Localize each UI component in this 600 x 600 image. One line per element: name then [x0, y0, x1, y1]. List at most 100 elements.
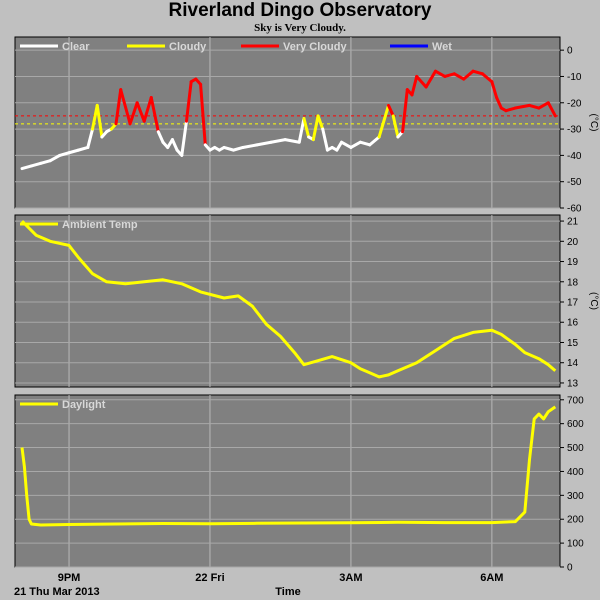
sky-temp-segment	[231, 145, 245, 152]
sky-temp-segment	[269, 138, 287, 144]
legend-label: Very Cloudy	[283, 41, 347, 53]
legend-label: Cloudy	[169, 41, 207, 53]
sky-temp-segment	[114, 88, 123, 126]
legend-label: Clear	[62, 41, 90, 53]
date-label: 21 Thu Mar 2013	[14, 586, 100, 598]
y-tick-label: 500	[567, 443, 584, 454]
sky-temp-segment	[156, 130, 165, 144]
sky-temp-segment	[340, 140, 353, 149]
sky-temp-segment	[387, 103, 395, 118]
sky-temp-segment	[86, 127, 95, 149]
sky-temp-segment	[462, 69, 475, 81]
x-tick-label: 3AM	[339, 572, 362, 584]
sky-temp-segment	[58, 151, 71, 157]
y-tick-label: 17	[567, 298, 579, 309]
sky-temp-segment	[335, 140, 344, 152]
sky-temp-segment	[321, 127, 329, 152]
sky-temp-segment	[471, 69, 484, 76]
y-tick-label: 100	[567, 539, 584, 550]
sky-temp-segment	[537, 101, 550, 110]
sky-temp-segment	[368, 135, 381, 147]
sky-temp-segment	[490, 80, 499, 100]
chart-title: Riverland Dingo Observatory	[168, 0, 432, 21]
sky-temp-segment	[297, 117, 306, 144]
sky-temp-segment	[283, 138, 301, 144]
sky-temp-segment	[527, 103, 541, 110]
y-tick-label: 15	[567, 338, 579, 349]
y-tick-label: 16	[567, 318, 579, 329]
sky-temp-segment	[302, 117, 311, 139]
y-tick-label: 0	[567, 46, 573, 57]
sky-temp-segment	[410, 74, 419, 97]
ambient-series-line	[20, 220, 557, 379]
sky-temp-segment	[433, 69, 447, 78]
sky-temp-segment	[495, 96, 503, 110]
sky-temp-segment	[170, 138, 179, 152]
y-tick-label: 0	[567, 563, 573, 574]
sky-temp-segment	[20, 164, 33, 171]
sky-temp-segment	[29, 161, 43, 168]
sky-temp-segment	[180, 119, 188, 157]
y-tick-label: 20	[567, 237, 579, 248]
sky-temp-segment	[546, 101, 557, 118]
legend-label: Daylight	[62, 399, 106, 411]
sky-temp-segment	[480, 72, 494, 84]
y-tick-label: 700	[567, 395, 584, 406]
y-tick-label: -20	[567, 98, 582, 109]
sky-temp-segment	[199, 82, 207, 147]
sky-temp-segment	[67, 148, 80, 155]
sky-temp-segment	[311, 114, 320, 142]
sky-temp-segment	[443, 72, 456, 78]
sky-temp-segment	[349, 140, 362, 149]
y-tick-label: 13	[567, 378, 579, 389]
panel-background	[14, 36, 561, 209]
sky-temp-segment	[316, 114, 325, 131]
sky-temp-segment	[39, 159, 52, 165]
sky-temp-segment	[513, 103, 531, 110]
sky-temp-segment	[401, 88, 409, 134]
x-axis-label: Time	[275, 586, 300, 598]
sky-temp-segment	[135, 101, 146, 123]
y-tick-label: 18	[567, 277, 579, 288]
panel-background	[14, 394, 561, 568]
sky-temp-segment	[241, 143, 259, 149]
y-tick-label: -40	[567, 151, 582, 162]
y-tick-label: 600	[567, 419, 584, 430]
y-axis-label: (°C)	[588, 114, 599, 132]
y-tick-label: 300	[567, 491, 584, 502]
y-tick-label: -60	[567, 204, 582, 215]
sky-temp-segment	[48, 153, 62, 163]
sky-temp-segment	[95, 103, 104, 139]
legend-label: Ambient Temp	[62, 219, 138, 231]
y-tick-label: 21	[567, 217, 579, 228]
y-tick-label: 400	[567, 467, 584, 478]
panel-sky	[14, 36, 561, 209]
y-tick-label: 14	[567, 358, 579, 369]
panel-background	[14, 214, 561, 388]
panel-ambient	[14, 214, 561, 388]
sky-temp-segment	[391, 114, 400, 139]
y-tick-label: 19	[567, 257, 579, 268]
sky-temp-segment	[452, 72, 466, 81]
sky-temp-segment	[504, 106, 517, 113]
sky-temp-segment	[424, 69, 437, 89]
y-axis-label: (°C)	[588, 292, 599, 310]
sky-temp-segment	[184, 80, 193, 123]
y-tick-label: 200	[567, 515, 584, 526]
x-tick-label: 6AM	[480, 572, 503, 584]
sky-temp-segment	[377, 103, 391, 139]
panel-daylight	[14, 394, 561, 568]
sky-temp-segment	[128, 101, 139, 126]
sky-temp-segment	[142, 96, 153, 123]
sky-temp-segment	[255, 140, 273, 147]
sky-temp-segment	[76, 145, 90, 152]
sky-temp-segment	[358, 140, 372, 147]
sky-temp-segment	[222, 145, 235, 152]
chart-subtitle: Sky is Very Cloudy.	[254, 22, 346, 34]
sky-temp-segment	[149, 96, 160, 134]
y-tick-label: -30	[567, 125, 582, 136]
daylight-series-line	[20, 405, 557, 527]
sky-temp-segment	[119, 88, 132, 126]
x-tick-label: 22 Fri	[195, 572, 224, 584]
